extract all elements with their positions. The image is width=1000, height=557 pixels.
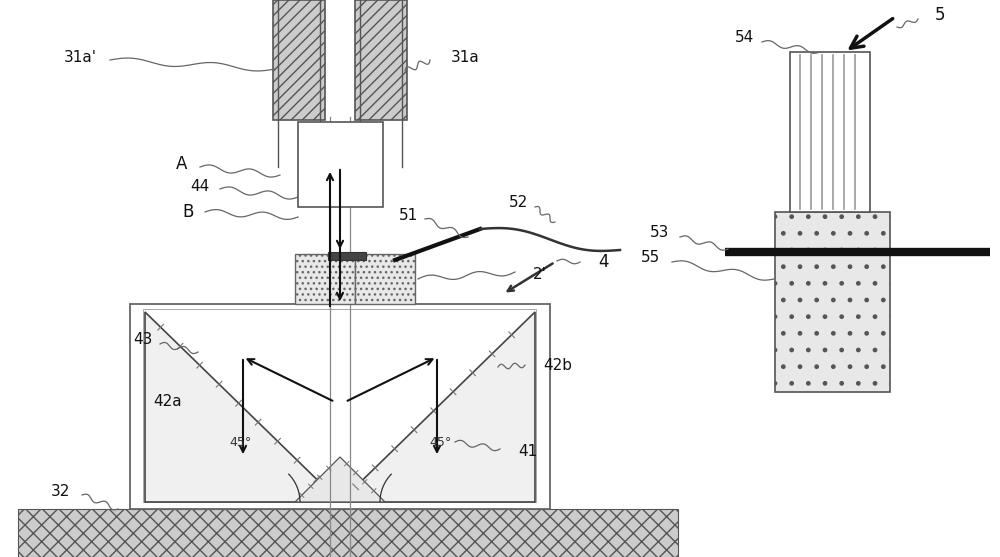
Text: B: B bbox=[182, 203, 194, 221]
Text: 4: 4 bbox=[598, 253, 608, 271]
Text: 32: 32 bbox=[50, 485, 70, 500]
Text: A: A bbox=[176, 155, 188, 173]
Bar bbox=[130, 304, 550, 509]
Text: 42b: 42b bbox=[543, 358, 572, 373]
Polygon shape bbox=[145, 312, 340, 502]
Bar bbox=[355, 254, 415, 304]
Bar bbox=[298, 122, 383, 207]
Text: 51: 51 bbox=[398, 208, 418, 222]
Bar bbox=[273, 0, 325, 120]
Bar bbox=[143, 309, 536, 502]
Polygon shape bbox=[340, 312, 535, 502]
Text: 52: 52 bbox=[508, 194, 528, 209]
Bar bbox=[328, 252, 366, 260]
Text: 42a: 42a bbox=[154, 394, 182, 409]
Bar bbox=[295, 254, 355, 304]
Text: 44: 44 bbox=[190, 178, 210, 193]
Bar bbox=[790, 52, 870, 212]
Text: 43: 43 bbox=[133, 331, 153, 346]
Text: 31a: 31a bbox=[451, 50, 479, 65]
Text: 2': 2' bbox=[533, 266, 547, 281]
Bar bbox=[775, 212, 890, 392]
Text: 41: 41 bbox=[518, 444, 537, 460]
Bar bbox=[18, 509, 678, 557]
Text: 45°: 45° bbox=[229, 436, 251, 448]
Text: 55: 55 bbox=[640, 250, 660, 265]
Polygon shape bbox=[295, 457, 385, 502]
Text: 53: 53 bbox=[650, 224, 670, 240]
Text: 54: 54 bbox=[735, 30, 755, 45]
Text: 5: 5 bbox=[935, 6, 945, 24]
Text: 45°: 45° bbox=[429, 436, 451, 448]
Bar bbox=[355, 0, 407, 120]
Text: 31a': 31a' bbox=[64, 50, 97, 65]
